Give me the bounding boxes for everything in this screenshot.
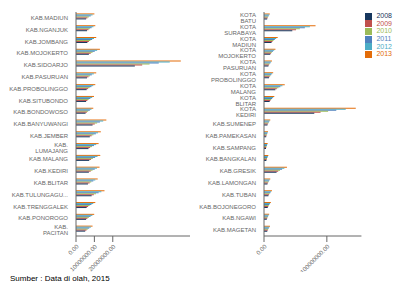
- svg-text:KAB.MADIUN: KAB.MADIUN: [31, 15, 68, 21]
- svg-text:KAB.TULUNGAGU...: KAB.TULUNGAGU...: [12, 192, 69, 198]
- svg-text:KOTAMOJOKERTO: KOTAMOJOKERTO: [218, 47, 256, 59]
- svg-text:KAB.TRENGGALEK: KAB.TRENGGALEK: [13, 204, 68, 210]
- svg-text:KOTAMADIUN: KOTAMADIUN: [232, 36, 256, 48]
- svg-text:KAB.LAMONGAN: KAB.LAMONGAN: [208, 180, 256, 186]
- svg-text:0.00: 0.00: [255, 243, 268, 256]
- html-text:2009: 2009: [376, 19, 392, 27]
- svg-text:KOTAKEDIRI: KOTAKEDIRI: [236, 106, 256, 118]
- svg-text:KAB.LUMAJANG: KAB.LUMAJANG: [35, 142, 68, 154]
- svg-text:KAB.MALANG: KAB.MALANG: [29, 156, 68, 162]
- svg-text:KAB.BONDOWOSO: KAB.BONDOWOSO: [13, 109, 68, 115]
- svg-text:KAB.PACITAN: KAB.PACITAN: [43, 224, 68, 236]
- html-text:2008: 2008: [376, 12, 392, 19]
- svg-text:KAB.SAMPANG: KAB.SAMPANG: [213, 145, 257, 151]
- svg-text:KAB.NGANJUK: KAB.NGANJUK: [26, 27, 68, 33]
- svg-text:20000000.00: 20000000.00: [87, 243, 116, 272]
- svg-text:KOTAPROBOLINGGO: KOTAPROBOLINGGO: [211, 71, 256, 83]
- svg-text:KAB.BOJONEGORO: KAB.BOJONEGORO: [199, 204, 256, 210]
- svg-text:KAB.TUBAN: KAB.TUBAN: [222, 192, 256, 198]
- svg-text:KAB.BANYUWANGI: KAB.BANYUWANGI: [14, 121, 69, 127]
- svg-text:KOTAPASURUAN: KOTAPASURUAN: [223, 59, 256, 71]
- svg-text:KAB.JEMBER: KAB.JEMBER: [30, 133, 69, 139]
- svg-text:KOTABATU: KOTABATU: [240, 12, 256, 24]
- svg-text:KAB.SIDOARJO: KAB.SIDOARJO: [24, 62, 69, 68]
- svg-text:KAB.NGAWI: KAB.NGAWI: [222, 215, 256, 221]
- html-text:Sumber : Data di olah, 2015: Sumber : Data di olah, 2015: [10, 274, 110, 283]
- svg-text:KAB.SITUBONDO: KAB.SITUBONDO: [19, 98, 69, 104]
- svg-text:0.00: 0.00: [67, 243, 80, 256]
- svg-text:KOTASURABAYA: KOTASURABAYA: [224, 24, 256, 36]
- svg-text:KAB.SUMENEP: KAB.SUMENEP: [213, 121, 256, 127]
- html-text:2010: 2010: [376, 27, 392, 35]
- html-text:2011: 2011: [376, 35, 392, 42]
- svg-text:100000000.00: 100000000.00: [299, 243, 331, 272]
- html-text:2013: 2013: [376, 50, 392, 58]
- svg-text:KAB.MOJOKERTO: KAB.MOJOKERTO: [17, 50, 69, 56]
- svg-text:KOTAMALANG: KOTAMALANG: [231, 83, 257, 95]
- svg-text:KAB.PROBOLINGGO: KAB.PROBOLINGGO: [9, 86, 68, 92]
- html-text:2012: 2012: [376, 42, 392, 50]
- svg-text:KAB.PAMEKASAN: KAB.PAMEKASAN: [205, 133, 256, 139]
- svg-text:KAB.JOMBANG: KAB.JOMBANG: [25, 39, 69, 45]
- svg-text:KOTABLITAR: KOTABLITAR: [235, 95, 256, 107]
- svg-text:KAB.BANGKALAN: KAB.BANGKALAN: [206, 156, 256, 162]
- svg-text:KAB.BLITAR: KAB.BLITAR: [34, 180, 69, 186]
- svg-text:KAB.GRESIK: KAB.GRESIK: [220, 168, 256, 174]
- svg-text:KAB.MAGETAN: KAB.MAGETAN: [213, 227, 256, 233]
- svg-text:KAB.PASURUAN: KAB.PASURUAN: [21, 74, 68, 80]
- svg-text:KAB.KEDIRI: KAB.KEDIRI: [34, 168, 68, 174]
- svg-text:KAB.PONOROGO: KAB.PONOROGO: [18, 215, 68, 221]
